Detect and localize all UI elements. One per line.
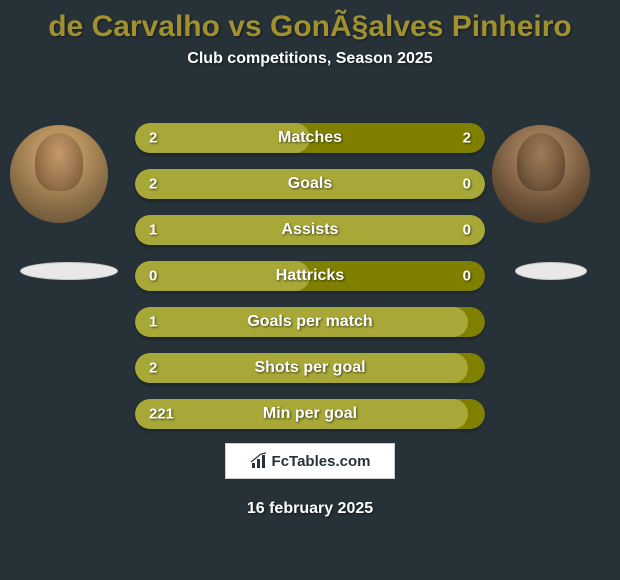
footer-logo[interactable]: FcTables.com bbox=[225, 443, 395, 479]
stat-row: 2Shots per goal bbox=[135, 353, 485, 383]
stat-value-right: 0 bbox=[463, 268, 471, 285]
stat-label: Goals per match bbox=[135, 313, 485, 331]
chart-icon bbox=[250, 452, 268, 470]
stat-value-right: 0 bbox=[463, 176, 471, 193]
stat-value-right: 2 bbox=[463, 130, 471, 147]
stat-label: Assists bbox=[135, 221, 485, 239]
footer-date: 16 february 2025 bbox=[0, 500, 620, 518]
page-subtitle: Club competitions, Season 2025 bbox=[0, 50, 620, 68]
player-right-oval bbox=[515, 262, 587, 280]
stat-label: Shots per goal bbox=[135, 359, 485, 377]
stat-row: 1Goals per match bbox=[135, 307, 485, 337]
player-right-avatar bbox=[492, 125, 590, 223]
player-left-avatar bbox=[10, 125, 108, 223]
footer-logo-text: FcTables.com bbox=[272, 453, 371, 470]
stat-value-right: 0 bbox=[463, 222, 471, 239]
player-left-oval bbox=[20, 262, 118, 280]
stats-container: 2Matches22Goals01Assists00Hattricks01Goa… bbox=[135, 123, 485, 445]
stat-row: 1Assists0 bbox=[135, 215, 485, 245]
stat-row: 2Goals0 bbox=[135, 169, 485, 199]
stat-label: Hattricks bbox=[135, 267, 485, 285]
page-title: de Carvalho vs GonÃ§alves Pinheiro bbox=[0, 0, 620, 50]
stat-row: 2Matches2 bbox=[135, 123, 485, 153]
stat-row: 221Min per goal bbox=[135, 399, 485, 429]
stat-label: Min per goal bbox=[135, 405, 485, 423]
stat-label: Matches bbox=[135, 129, 485, 147]
stat-label: Goals bbox=[135, 175, 485, 193]
stat-row: 0Hattricks0 bbox=[135, 261, 485, 291]
